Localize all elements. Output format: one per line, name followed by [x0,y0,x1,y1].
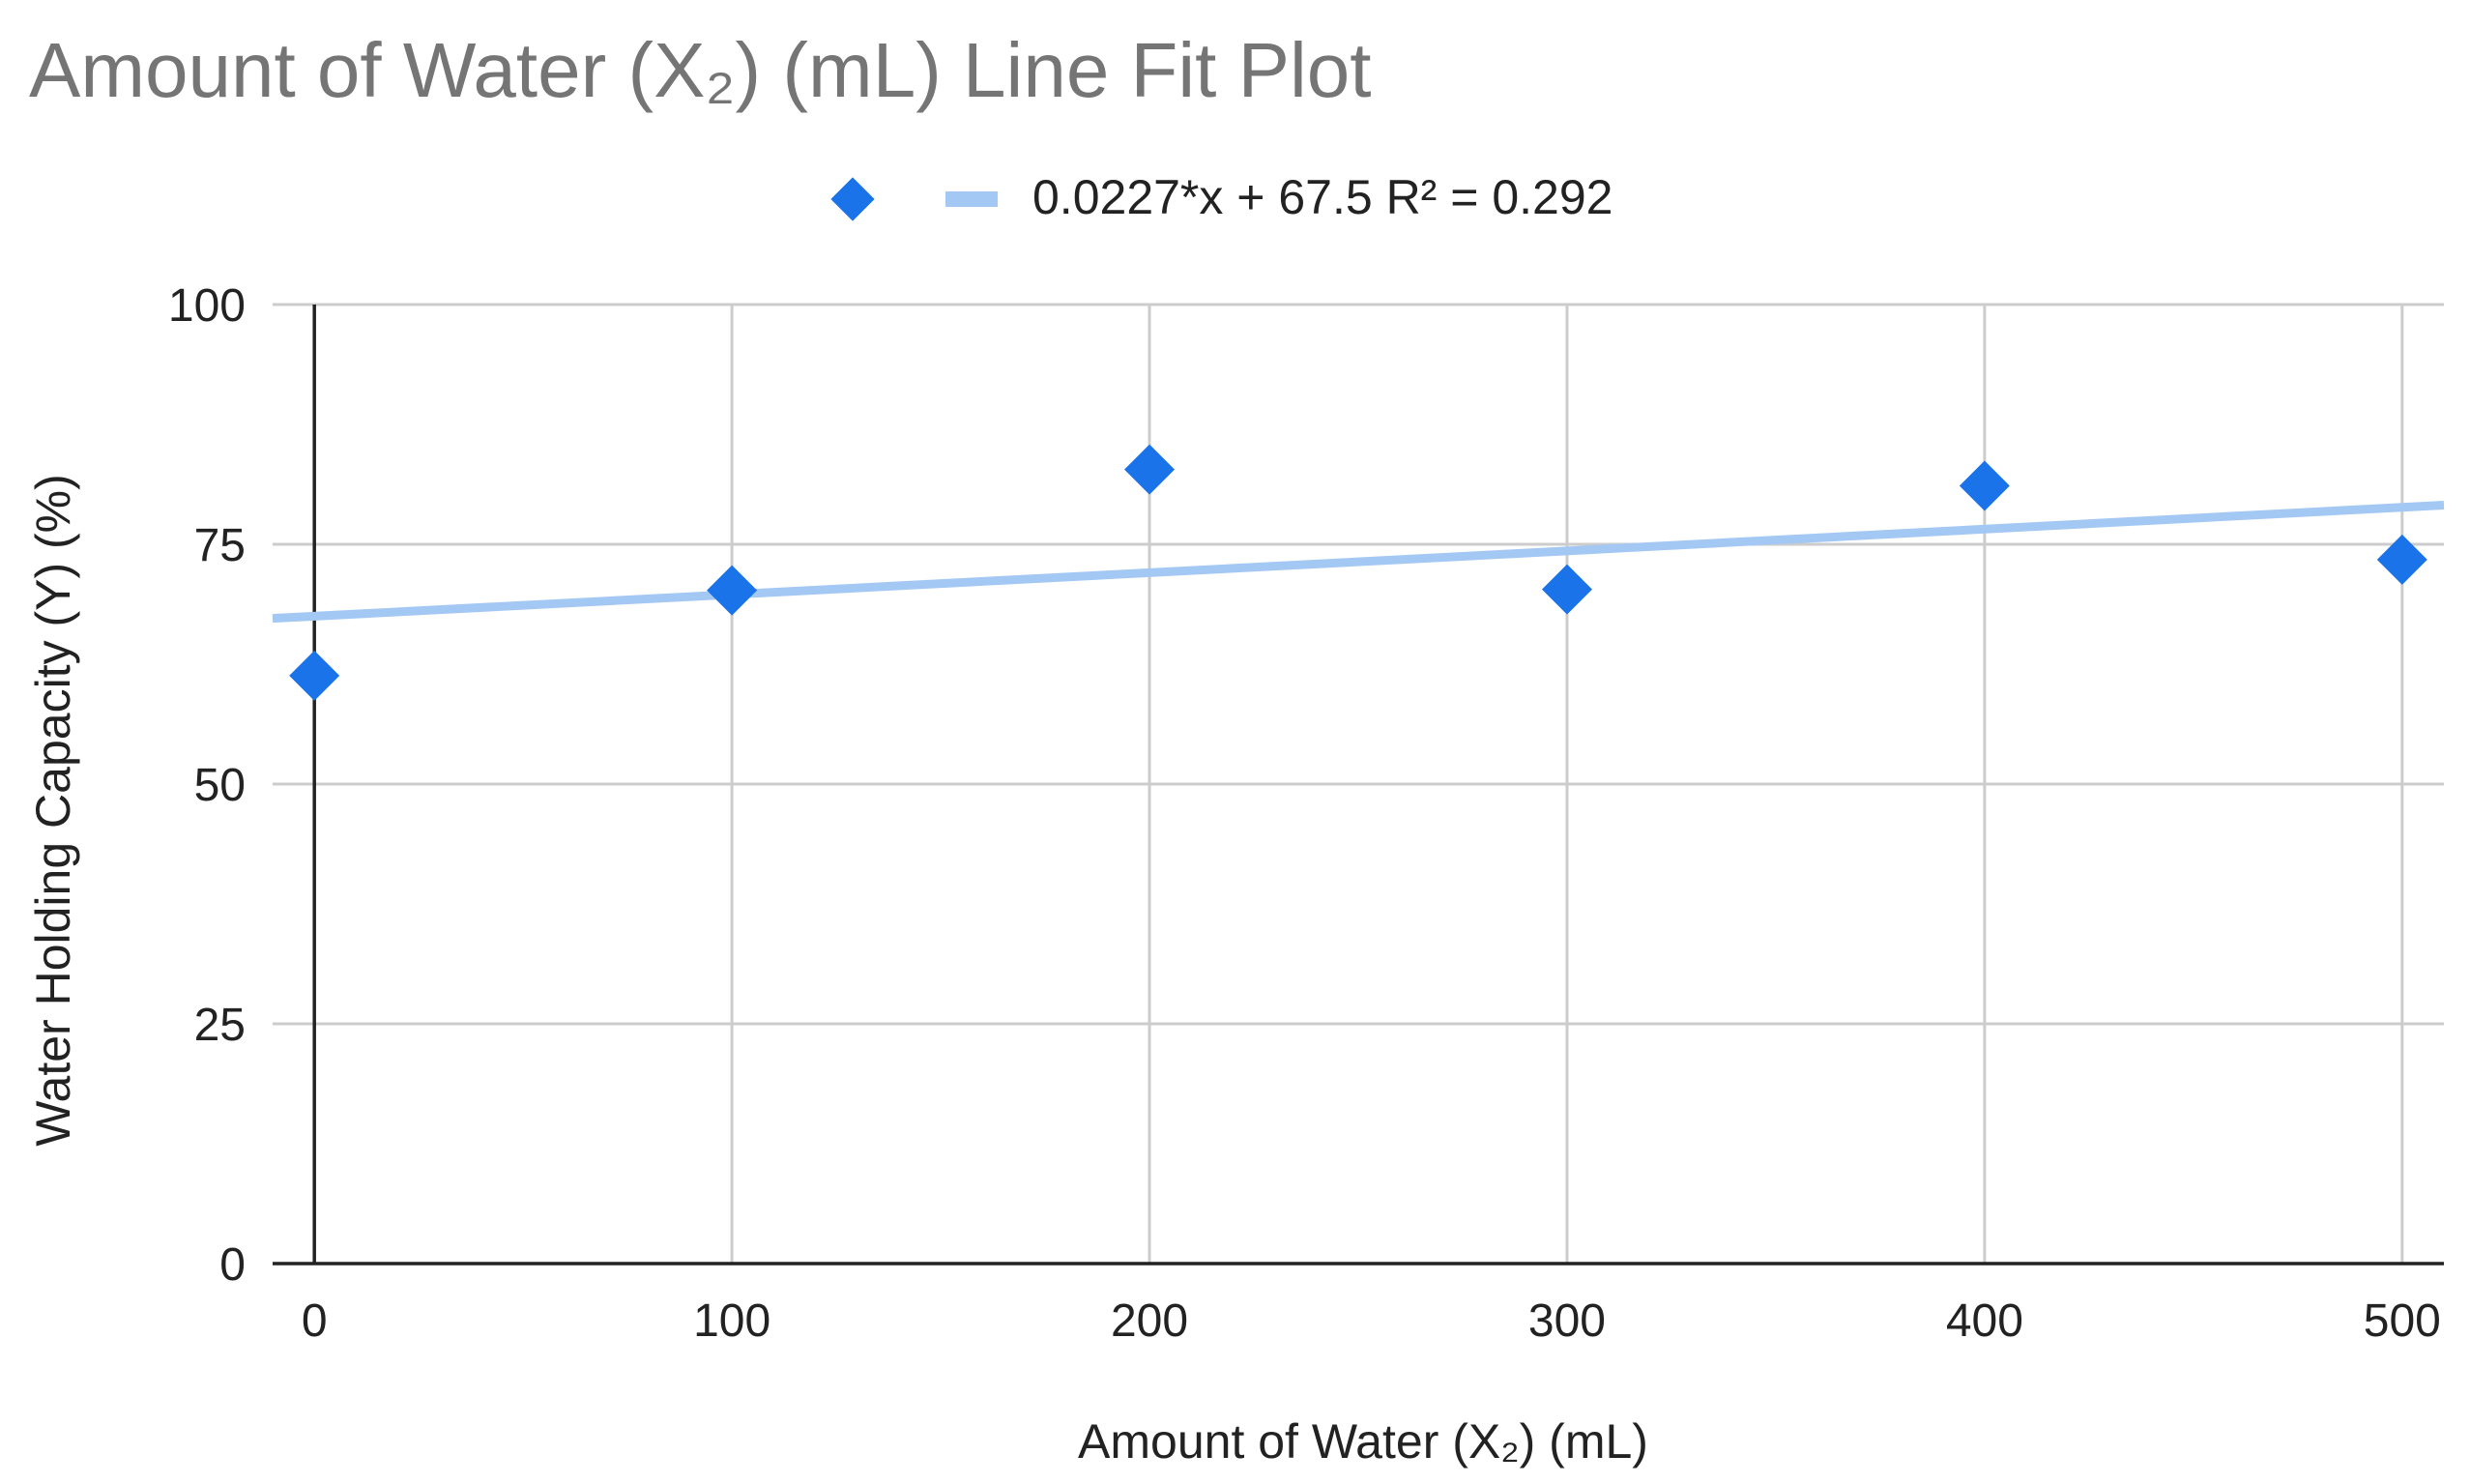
x-tick-label-300: 300 [1528,1295,1606,1347]
trendline [272,501,2445,624]
data-points [289,444,2427,701]
data-point-diamond-0 [289,650,340,701]
data-point-diamond-100 [707,565,758,616]
trendline-layer [272,501,2445,624]
x-tick-label-100: 100 [693,1295,770,1347]
tick-labels: 0 25 50 75 100 0 100 200 300 400 500 [168,280,2441,1347]
data-point-diamond-400 [1959,460,2010,511]
data-point-diamond-500 [2376,534,2427,585]
x-tick-label-0: 0 [302,1295,328,1347]
x-tick-label-500: 500 [2364,1295,2441,1347]
data-point-diamond-200 [1124,444,1176,495]
legend-trendline-label: 0.0227*x + 67.5 R² = 0.292 [1032,170,1613,224]
legend: 0.0227*x + 67.5 R² = 0.292 [830,170,1613,224]
legend-marker-diamond-icon [830,177,875,221]
y-tick-label-50: 50 [194,760,246,811]
y-tick-label-0: 0 [219,1239,246,1291]
data-point-diamond-300 [1541,564,1592,615]
x-tick-label-400: 400 [1946,1295,2023,1347]
y-tick-label-25: 25 [194,1000,246,1051]
y-tick-label-100: 100 [168,280,246,332]
axes [273,305,2444,1266]
x-tick-label-200: 200 [1111,1295,1188,1347]
chart-title: Amount of Water (X₂) (mL) Line Fit Plot [29,27,1371,113]
y-axis-label: Water Holding Capacity (Y) (%) [26,474,80,1147]
x-axis-label: Amount of Water (X₂) (mL) [1078,1414,1648,1469]
y-tick-label-75: 75 [194,520,246,571]
